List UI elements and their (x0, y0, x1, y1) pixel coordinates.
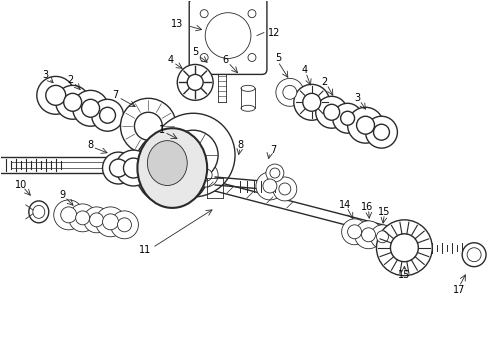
Text: 7: 7 (270, 145, 276, 155)
Text: 10: 10 (15, 180, 27, 190)
Circle shape (187, 75, 203, 90)
Circle shape (303, 93, 321, 111)
Text: 8: 8 (88, 140, 94, 150)
Circle shape (134, 130, 210, 206)
Text: 17: 17 (453, 284, 466, 294)
Circle shape (347, 225, 362, 239)
Text: 13: 13 (171, 19, 183, 28)
Circle shape (37, 76, 74, 114)
Circle shape (266, 164, 284, 182)
Circle shape (342, 219, 368, 245)
Circle shape (347, 107, 384, 143)
Circle shape (194, 163, 218, 187)
Text: 2: 2 (321, 77, 328, 87)
Circle shape (316, 96, 347, 128)
Circle shape (373, 124, 390, 140)
Text: 15: 15 (398, 270, 411, 280)
Circle shape (357, 116, 374, 134)
Circle shape (145, 140, 200, 196)
Circle shape (248, 10, 256, 18)
Circle shape (61, 207, 76, 223)
Text: 4: 4 (302, 66, 308, 76)
Circle shape (46, 85, 66, 105)
Circle shape (283, 85, 297, 99)
Circle shape (376, 231, 389, 243)
Circle shape (102, 152, 134, 184)
Circle shape (151, 113, 235, 197)
Circle shape (273, 177, 297, 201)
Circle shape (110, 159, 127, 177)
Circle shape (64, 93, 82, 111)
Text: 15: 15 (378, 207, 391, 217)
Circle shape (111, 211, 138, 239)
Circle shape (116, 150, 151, 186)
Circle shape (96, 207, 125, 237)
Circle shape (324, 104, 340, 120)
Text: 2: 2 (68, 75, 74, 85)
Circle shape (123, 158, 144, 178)
Ellipse shape (137, 128, 207, 208)
Ellipse shape (29, 201, 49, 223)
Text: 6: 6 (222, 55, 228, 66)
Circle shape (370, 225, 394, 249)
Circle shape (263, 179, 277, 193)
Text: 3: 3 (354, 93, 361, 103)
Circle shape (391, 234, 418, 262)
Circle shape (168, 130, 218, 180)
Circle shape (248, 54, 256, 62)
Circle shape (56, 85, 90, 119)
Circle shape (102, 214, 119, 230)
Ellipse shape (462, 243, 486, 267)
Circle shape (355, 221, 383, 249)
Circle shape (294, 84, 330, 120)
Text: 8: 8 (237, 140, 243, 150)
Text: 16: 16 (362, 202, 374, 212)
Circle shape (92, 99, 123, 131)
Circle shape (200, 54, 208, 62)
Text: 9: 9 (60, 190, 66, 200)
Circle shape (366, 116, 397, 148)
Ellipse shape (147, 141, 187, 185)
Text: 5: 5 (275, 54, 281, 63)
Circle shape (200, 10, 208, 18)
Circle shape (82, 99, 99, 117)
Circle shape (69, 204, 97, 232)
Circle shape (279, 183, 291, 195)
Circle shape (75, 211, 90, 225)
Text: 14: 14 (339, 200, 351, 210)
Circle shape (333, 103, 363, 133)
Circle shape (376, 220, 432, 276)
Text: 5: 5 (192, 48, 198, 58)
Circle shape (99, 107, 116, 123)
Text: 3: 3 (43, 71, 49, 80)
Circle shape (54, 200, 84, 230)
Circle shape (276, 78, 304, 106)
Circle shape (177, 64, 213, 100)
Circle shape (118, 218, 131, 232)
Circle shape (84, 207, 110, 233)
Circle shape (200, 169, 212, 181)
Circle shape (362, 228, 375, 242)
Text: 12: 12 (268, 28, 280, 37)
Circle shape (341, 111, 355, 125)
Circle shape (270, 168, 280, 178)
Circle shape (90, 213, 103, 227)
Circle shape (121, 98, 176, 154)
Text: 11: 11 (139, 245, 151, 255)
Circle shape (256, 172, 284, 200)
Text: 1: 1 (159, 125, 166, 135)
Text: 4: 4 (167, 55, 173, 66)
Circle shape (73, 90, 108, 126)
Circle shape (134, 112, 162, 140)
Text: 7: 7 (112, 90, 119, 100)
